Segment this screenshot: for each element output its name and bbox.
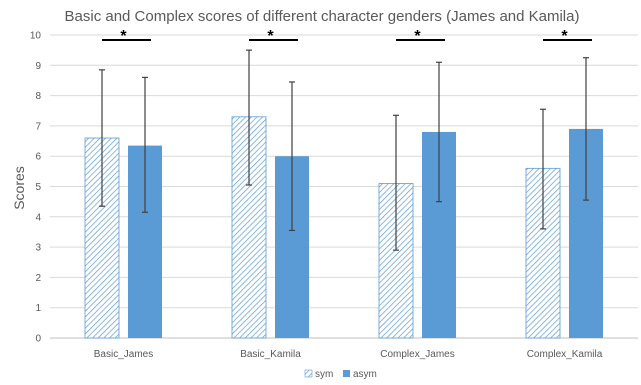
y-tick-label: 7 [35,121,41,132]
x-tick-label: Basic_Kamila [240,349,301,360]
y-tick-label: 0 [35,334,41,345]
y-tick-label: 10 [30,31,42,42]
significance-markers: * * * * [102,28,592,45]
y-tick-label: 6 [35,152,41,163]
legend-swatch-asym [343,370,350,377]
bar-sym [525,167,561,339]
y-tick-label: 2 [35,273,41,284]
y-tick-label: 1 [35,303,41,314]
y-tick-label: 4 [35,212,41,223]
y-axis-ticks: 0 1 2 3 4 5 6 7 8 9 10 [30,31,42,345]
y-tick-label: 3 [35,243,41,254]
chart-title: Basic and Complex scores of different ch… [65,8,580,25]
y-tick-label: 9 [35,61,41,72]
legend-label-sym: sym [315,369,333,380]
legend: sym asym [304,369,377,380]
x-tick-label: Basic_James [94,349,153,360]
significance-star: * [561,28,568,45]
x-tick-label: Complex_Kamila [527,349,603,360]
x-tick-label: Complex_James [380,349,454,360]
y-tick-label: 8 [35,91,41,102]
legend-label-asym: asym [353,369,377,380]
x-axis-categories: Basic_James Basic_Kamila Complex_James Comp… [94,349,603,360]
y-axis-label: Scores [11,166,27,210]
legend-swatch-sym [304,369,313,378]
y-tick-label: 5 [35,182,41,193]
bars [84,116,603,339]
significance-star: * [414,28,421,45]
significance-star: * [267,28,274,45]
error-bars [99,49,589,251]
significance-star: * [120,28,127,45]
